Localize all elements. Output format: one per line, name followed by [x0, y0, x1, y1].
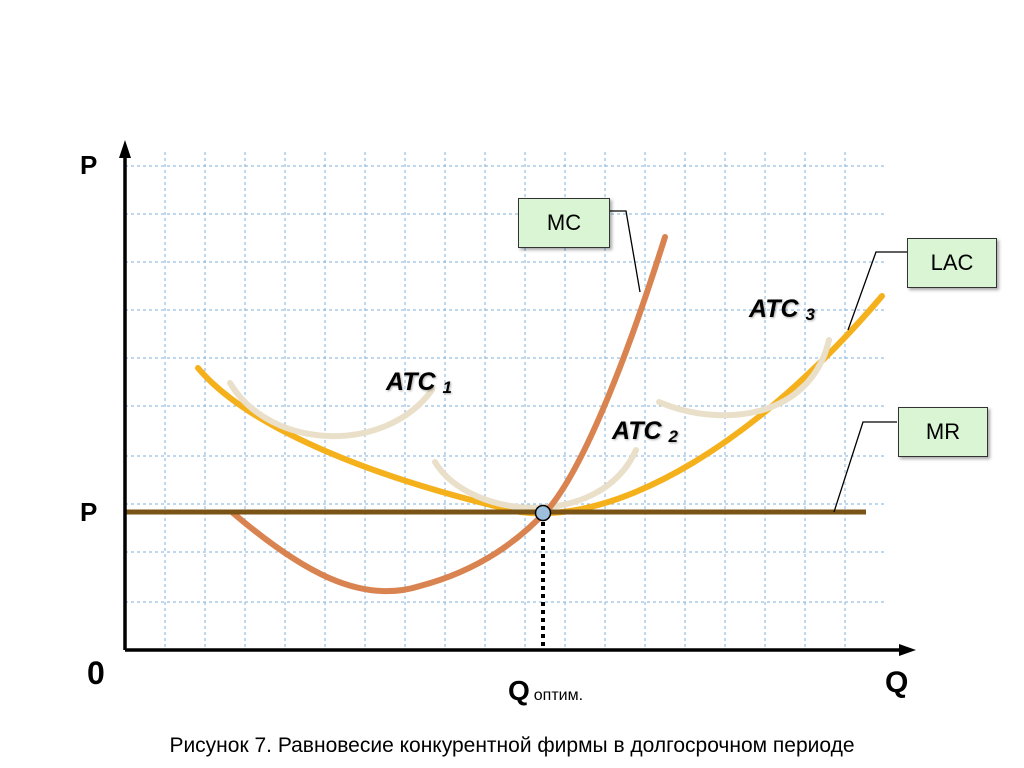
lac-label: LAC: [930, 250, 974, 275]
atc2-name: ATC: [612, 417, 662, 445]
mr-label-box: MR: [898, 407, 988, 457]
price-level-label: P: [80, 497, 98, 527]
y-axis-label: P: [80, 150, 98, 180]
atc2-index: 2: [668, 427, 678, 446]
figure-caption: Рисунок 7. Равновесие конкурентной фирмы…: [169, 734, 855, 757]
mc-leader-line: [610, 210, 641, 293]
q-optimum-subscript: оптим.: [533, 687, 584, 704]
mc-label-box: MC: [518, 198, 610, 248]
atc1-label: ATC 1: [386, 368, 452, 398]
atc3-label: ATC 3: [749, 295, 815, 325]
mr-label: MR: [925, 419, 961, 444]
atc2-curve: [432, 447, 639, 511]
x-axis-arrow: [899, 644, 916, 656]
atc1-curve: [227, 380, 435, 440]
x-axis-label: Q: [885, 666, 909, 699]
atc1-index: 1: [442, 378, 452, 397]
atc3-name: ATC: [749, 295, 799, 323]
atc2-label: ATC 2: [612, 417, 678, 447]
atc3-curve: [656, 337, 832, 419]
mc-curve: [230, 234, 668, 595]
atc1-name: ATC: [386, 368, 436, 396]
origin-label: 0: [87, 655, 105, 691]
mc-label: MC: [546, 210, 582, 235]
lac-leader-line: [847, 251, 907, 331]
y-axis-arrow: [119, 140, 131, 158]
equilibrium-point: [534, 504, 552, 522]
mr-leader-line: [833, 421, 897, 513]
q-optimum-letter: Q: [508, 675, 530, 706]
lac-label-box: LAC: [907, 238, 997, 288]
atc3-index: 3: [805, 305, 815, 324]
